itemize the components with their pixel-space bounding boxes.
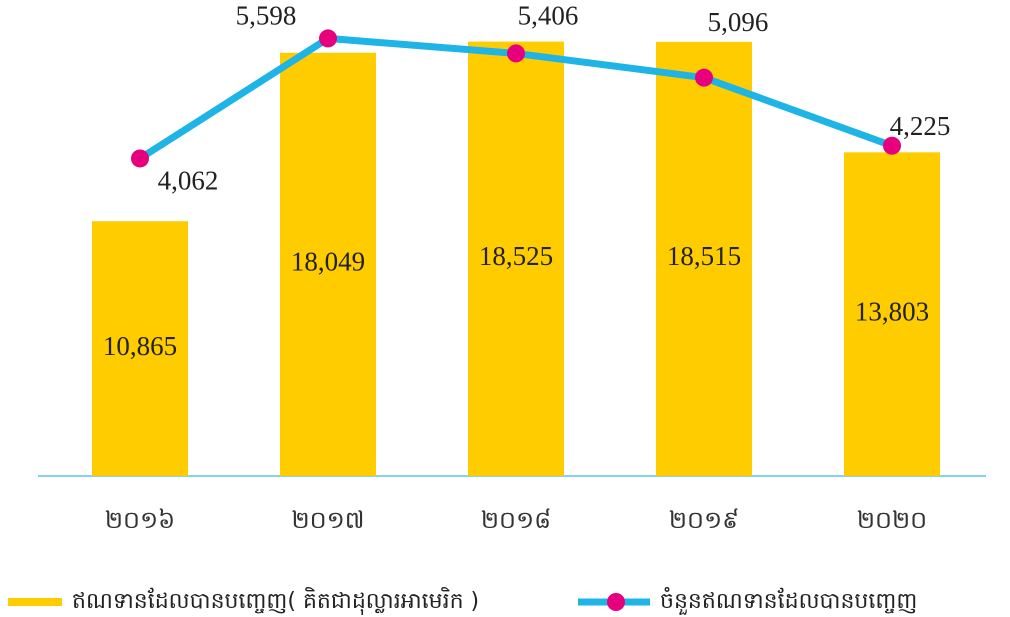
x-tick-label: ២០១៦ — [105, 506, 175, 534]
bar — [468, 41, 564, 477]
bar — [844, 152, 940, 477]
data-label: 18,525 — [479, 241, 553, 271]
data-label: 5,598 — [236, 1, 297, 31]
data-label: 13,803 — [855, 296, 929, 326]
data-label: 4,062 — [158, 166, 219, 196]
bar — [656, 41, 752, 477]
data-label: 10,865 — [103, 331, 177, 361]
legend-label: ឥណទានដែលបានបញ្ចេញ( គិតជាដុល្លារអាមេរិក ) — [72, 587, 479, 615]
legend-marker — [607, 593, 625, 611]
bar — [92, 221, 188, 476]
data-label: 5,406 — [518, 1, 579, 31]
marker — [883, 136, 901, 155]
x-tick-label: ២០១៧ — [291, 506, 364, 534]
legend-label: ចំនួនឥណទានដែលបានបញ្ចេញ — [660, 587, 917, 615]
x-tick-label: ២០១៨ — [481, 506, 551, 534]
legend-swatch — [8, 598, 62, 606]
data-label: 4,225 — [890, 111, 951, 141]
marker — [131, 149, 149, 168]
data-label: 18,515 — [667, 241, 741, 271]
data-label: 5,096 — [708, 7, 769, 37]
marker — [319, 29, 337, 48]
x-tick-label: ២០២០ — [857, 506, 927, 534]
marker — [695, 68, 713, 87]
data-label: 18,049 — [291, 247, 365, 277]
x-tick-label: ២០១៩ — [669, 506, 739, 534]
bar — [280, 52, 376, 477]
marker — [507, 44, 525, 63]
